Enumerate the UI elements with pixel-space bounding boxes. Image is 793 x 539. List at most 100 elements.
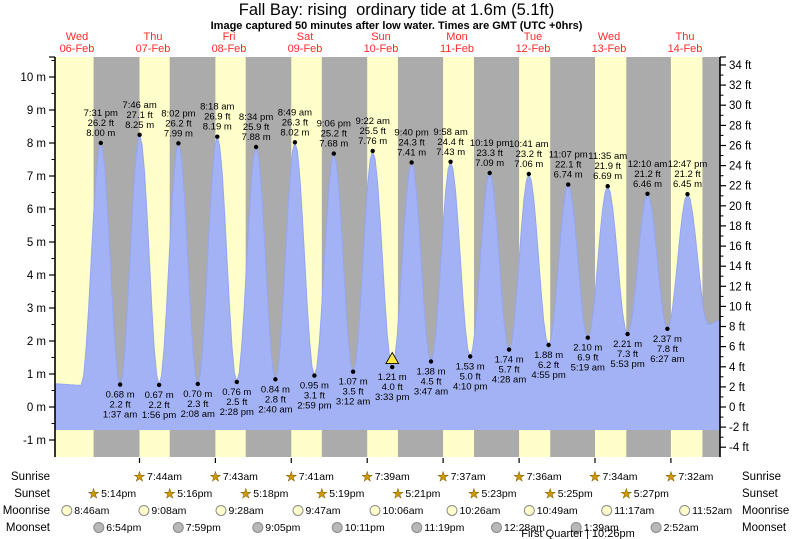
high-tide-annotation: 8:18 am — [200, 102, 234, 113]
y-axis-right-label: 34 ft — [729, 60, 752, 72]
sunset-icon: ★ — [392, 486, 404, 501]
tide-extreme-dot — [331, 151, 336, 156]
moonrise-icon — [292, 505, 304, 516]
tide-extreme-dot — [215, 134, 220, 139]
low-tide-annotation: 0.68 m — [106, 390, 135, 401]
tide-extreme-dot — [137, 132, 142, 137]
low-tide-annotation: 4:28 am — [492, 375, 526, 386]
y-axis-left-label: 2 m — [27, 336, 46, 348]
low-tide-annotation: 2:08 am — [181, 409, 215, 420]
low-tide-annotation: 5.7 ft — [499, 365, 520, 376]
moonset-time: 2:52am — [664, 522, 699, 534]
low-tide-annotation: 3:47 am — [414, 387, 448, 398]
moonrise-time: 8:46am — [74, 505, 109, 517]
moonrise-icon — [369, 505, 381, 516]
low-tide-annotation: 4.0 ft — [382, 382, 403, 393]
y-axis-right-label: 12 ft — [729, 281, 752, 293]
day-label-weekday: Wed — [598, 31, 620, 43]
high-tide-annotation: 8:34 pm — [239, 112, 273, 123]
day-label-weekday: Thu — [144, 31, 163, 43]
low-tide-annotation: 2.10 m — [573, 343, 602, 354]
almanac-row-label-left: Moonrise — [3, 505, 50, 517]
moonset-icon — [411, 522, 423, 533]
low-tide-annotation: 1.74 m — [495, 355, 524, 366]
low-tide-annotation: 4:55 pm — [531, 370, 565, 381]
moonrise-time: 9:47am — [306, 505, 341, 517]
y-axis-right-label: 26 ft — [729, 141, 752, 153]
day-label-date: 14-Feb — [668, 43, 703, 55]
almanac-row-label-left: Sunrise — [11, 471, 50, 483]
high-tide-annotation: 8:49 am — [278, 107, 312, 118]
high-tide-annotation: 23.2 ft — [516, 149, 543, 160]
high-tide-annotation: 8.25 m — [125, 120, 154, 131]
high-tide-annotation: 12:47 pm — [668, 159, 708, 170]
low-tide-annotation: 0.67 m — [145, 390, 174, 401]
high-tide-annotation: 21.9 ft — [594, 161, 621, 172]
y-axis-left-label: 7 m — [27, 171, 46, 183]
tide-extreme-dot — [234, 379, 239, 385]
high-tide-annotation: 24.3 ft — [398, 138, 425, 149]
low-tide-annotation: 0.95 m — [300, 381, 329, 392]
moonrise-icon — [601, 505, 613, 516]
moonrise-icon — [523, 505, 535, 516]
high-tide-annotation: 22.1 ft — [555, 160, 582, 171]
y-axis-left-label: 8 m — [27, 138, 46, 150]
tide-extreme-dot — [468, 354, 473, 359]
sunset-icon: ★ — [544, 486, 556, 501]
sunset-time: 5:14pm — [101, 488, 136, 500]
high-tide-annotation: 7.99 m — [164, 128, 193, 139]
low-tide-annotation: 5.0 ft — [460, 372, 481, 383]
high-tide-annotation: 9:22 am — [356, 116, 390, 127]
low-tide-annotation: 2.21 m — [613, 339, 642, 350]
moon-phase-footer: First Quarter | 10:26pm — [521, 528, 635, 539]
moonset-time: 6:54pm — [106, 522, 141, 534]
sunset-icon: ★ — [316, 486, 328, 501]
page-subtitle: Image captured 50 minutes after low wate… — [210, 20, 583, 32]
sunrise-icon: ★ — [285, 469, 297, 484]
moonrise-time: 10:06am — [383, 505, 424, 517]
high-tide-annotation: 21.2 ft — [674, 169, 701, 180]
high-tide-annotation: 6.46 m — [633, 179, 662, 190]
tide-extreme-dot — [350, 369, 356, 374]
low-tide-annotation: 5:19 am — [571, 363, 605, 374]
sunrise-time: 7:41am — [299, 471, 334, 483]
day-label-date: 06-Feb — [60, 43, 95, 55]
tide-extreme-dot — [685, 192, 690, 197]
moonrise-time: 11:17am — [614, 505, 654, 517]
high-tide-annotation: 7:31 pm — [84, 108, 118, 119]
y-axis-right-label: -4 ft — [729, 442, 750, 454]
y-axis-right-label: -2 ft — [729, 422, 750, 434]
day-label-weekday: Sat — [297, 31, 314, 43]
tide-extreme-dot — [312, 373, 317, 378]
y-axis-right-label: 10 ft — [729, 301, 752, 313]
high-tide-annotation: 8:02 pm — [161, 108, 195, 119]
tide-extreme-dot — [370, 148, 375, 154]
y-axis-right-label: 2 ft — [729, 382, 746, 394]
sunset-icon: ★ — [620, 486, 632, 501]
low-tide-annotation: 0.76 m — [222, 387, 251, 398]
sunrise-time: 7:39am — [375, 471, 410, 483]
sunrise-time: 7:36am — [527, 471, 562, 483]
sunrise-icon: ★ — [361, 469, 373, 484]
high-tide-annotation: 7.76 m — [358, 136, 387, 147]
tide-extreme-dot — [390, 364, 395, 370]
low-tide-annotation: 3.5 ft — [343, 387, 364, 398]
moonrise-icon — [679, 505, 691, 516]
day-label-date: 08-Feb — [212, 43, 247, 55]
low-tide-annotation: 2:28 pm — [220, 407, 254, 418]
high-tide-annotation: 11:07 pm — [549, 150, 588, 161]
tide-extreme-dot — [195, 381, 200, 387]
low-tide-annotation: 4:10 pm — [453, 382, 487, 393]
day-label-weekday: Tue — [524, 31, 543, 43]
high-tide-annotation: 8.19 m — [203, 122, 232, 133]
high-tide-annotation: 7:46 am — [122, 100, 156, 111]
low-tide-annotation: 2.3 ft — [187, 399, 208, 410]
high-tide-annotation: 10:41 am — [509, 139, 549, 150]
y-axis-left-label: 0 m — [27, 402, 46, 414]
low-tide-annotation: 2.2 ft — [110, 400, 131, 411]
moonrise-time: 10:26am — [460, 505, 501, 517]
y-axis-right-label: 0 ft — [729, 402, 746, 414]
y-axis-left-label: -1 m — [23, 435, 46, 447]
sunset-icon: ★ — [164, 486, 176, 501]
y-axis-left-label: 10 m — [20, 72, 46, 84]
